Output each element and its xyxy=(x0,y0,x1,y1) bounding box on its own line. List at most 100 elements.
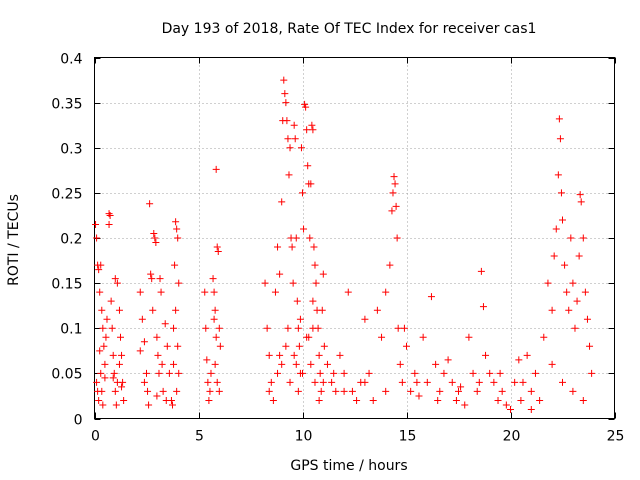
y-tick-label: 0.15 xyxy=(51,277,82,293)
data-point xyxy=(175,279,183,287)
data-point xyxy=(136,288,144,296)
data-point xyxy=(303,126,311,134)
data-point xyxy=(494,396,502,404)
data-point xyxy=(102,333,110,341)
data-point xyxy=(98,387,106,395)
data-point xyxy=(455,387,462,395)
data-point xyxy=(143,369,150,377)
data-point xyxy=(407,387,415,395)
data-point xyxy=(172,218,180,226)
data-point xyxy=(353,396,361,404)
data-point xyxy=(465,333,473,341)
data-point xyxy=(100,342,108,350)
data-point xyxy=(312,279,320,287)
data-point xyxy=(172,306,180,314)
data-point xyxy=(544,279,552,287)
data-point xyxy=(550,252,558,260)
data-point xyxy=(293,297,301,305)
x-tick-label: 15 xyxy=(399,429,417,445)
data-point xyxy=(156,275,164,283)
data-point xyxy=(206,387,214,395)
data-point xyxy=(311,261,319,269)
data-point xyxy=(99,324,107,332)
data-point xyxy=(554,171,562,179)
data-point xyxy=(211,360,219,368)
data-point xyxy=(348,387,356,395)
data-point xyxy=(159,387,167,395)
data-point xyxy=(151,234,159,242)
data-point xyxy=(373,306,381,314)
data-point xyxy=(109,351,117,359)
y-tick-label: 0 xyxy=(74,413,83,429)
data-point xyxy=(204,378,212,386)
data-point xyxy=(315,351,323,359)
data-point xyxy=(415,392,423,400)
data-point xyxy=(112,401,120,409)
data-point xyxy=(427,293,435,301)
data-point xyxy=(291,135,299,143)
y-axis-label: ROTI / TECUs xyxy=(6,194,22,286)
data-point xyxy=(174,342,182,350)
data-point xyxy=(170,360,178,368)
data-point xyxy=(210,315,218,323)
data-point xyxy=(390,173,398,181)
data-point xyxy=(214,248,222,256)
data-point xyxy=(210,288,218,296)
data-point xyxy=(552,225,560,233)
data-point xyxy=(479,303,487,311)
y-tick-label: 0.4 xyxy=(60,52,82,68)
data-point xyxy=(482,351,490,359)
data-point xyxy=(306,234,314,242)
data-point xyxy=(215,387,223,395)
data-point xyxy=(111,275,119,283)
data-point xyxy=(267,378,275,386)
data-point xyxy=(309,324,317,332)
data-point xyxy=(203,356,211,364)
data-point xyxy=(147,270,155,278)
data-point xyxy=(146,200,154,208)
data-point xyxy=(581,288,589,296)
data-point xyxy=(285,171,293,179)
data-point xyxy=(361,315,369,323)
data-point xyxy=(569,387,577,395)
data-point xyxy=(434,396,442,404)
data-point xyxy=(115,306,123,314)
data-point xyxy=(169,401,176,409)
data-point xyxy=(448,378,456,386)
data-point xyxy=(586,342,594,350)
data-point xyxy=(432,360,440,368)
data-point xyxy=(261,279,269,287)
data-point xyxy=(205,396,213,404)
data-point xyxy=(588,369,596,377)
x-axis-label: GPS time / hours xyxy=(290,458,407,474)
data-point xyxy=(563,288,571,296)
data-point xyxy=(212,165,220,173)
data-point xyxy=(393,234,401,242)
data-point xyxy=(579,396,587,404)
data-point xyxy=(382,288,390,296)
data-point xyxy=(336,351,344,359)
data-point xyxy=(477,267,485,275)
data-point xyxy=(411,369,419,377)
data-point xyxy=(323,360,331,368)
x-tick-label: 0 xyxy=(91,429,100,445)
data-point xyxy=(263,324,271,332)
data-point xyxy=(369,396,377,404)
data-point xyxy=(269,396,277,404)
data-point xyxy=(297,144,305,152)
data-point xyxy=(105,220,113,228)
data-point xyxy=(403,342,410,350)
data-point xyxy=(271,288,279,296)
data-point xyxy=(310,243,318,251)
data-point xyxy=(173,225,181,233)
data-point xyxy=(452,396,460,404)
data-point xyxy=(93,234,101,242)
data-point xyxy=(382,387,390,395)
data-point xyxy=(519,378,527,386)
data-point xyxy=(340,387,348,395)
data-point xyxy=(457,383,465,391)
data-point xyxy=(108,324,116,332)
data-point xyxy=(436,387,444,395)
data-point xyxy=(120,396,128,404)
